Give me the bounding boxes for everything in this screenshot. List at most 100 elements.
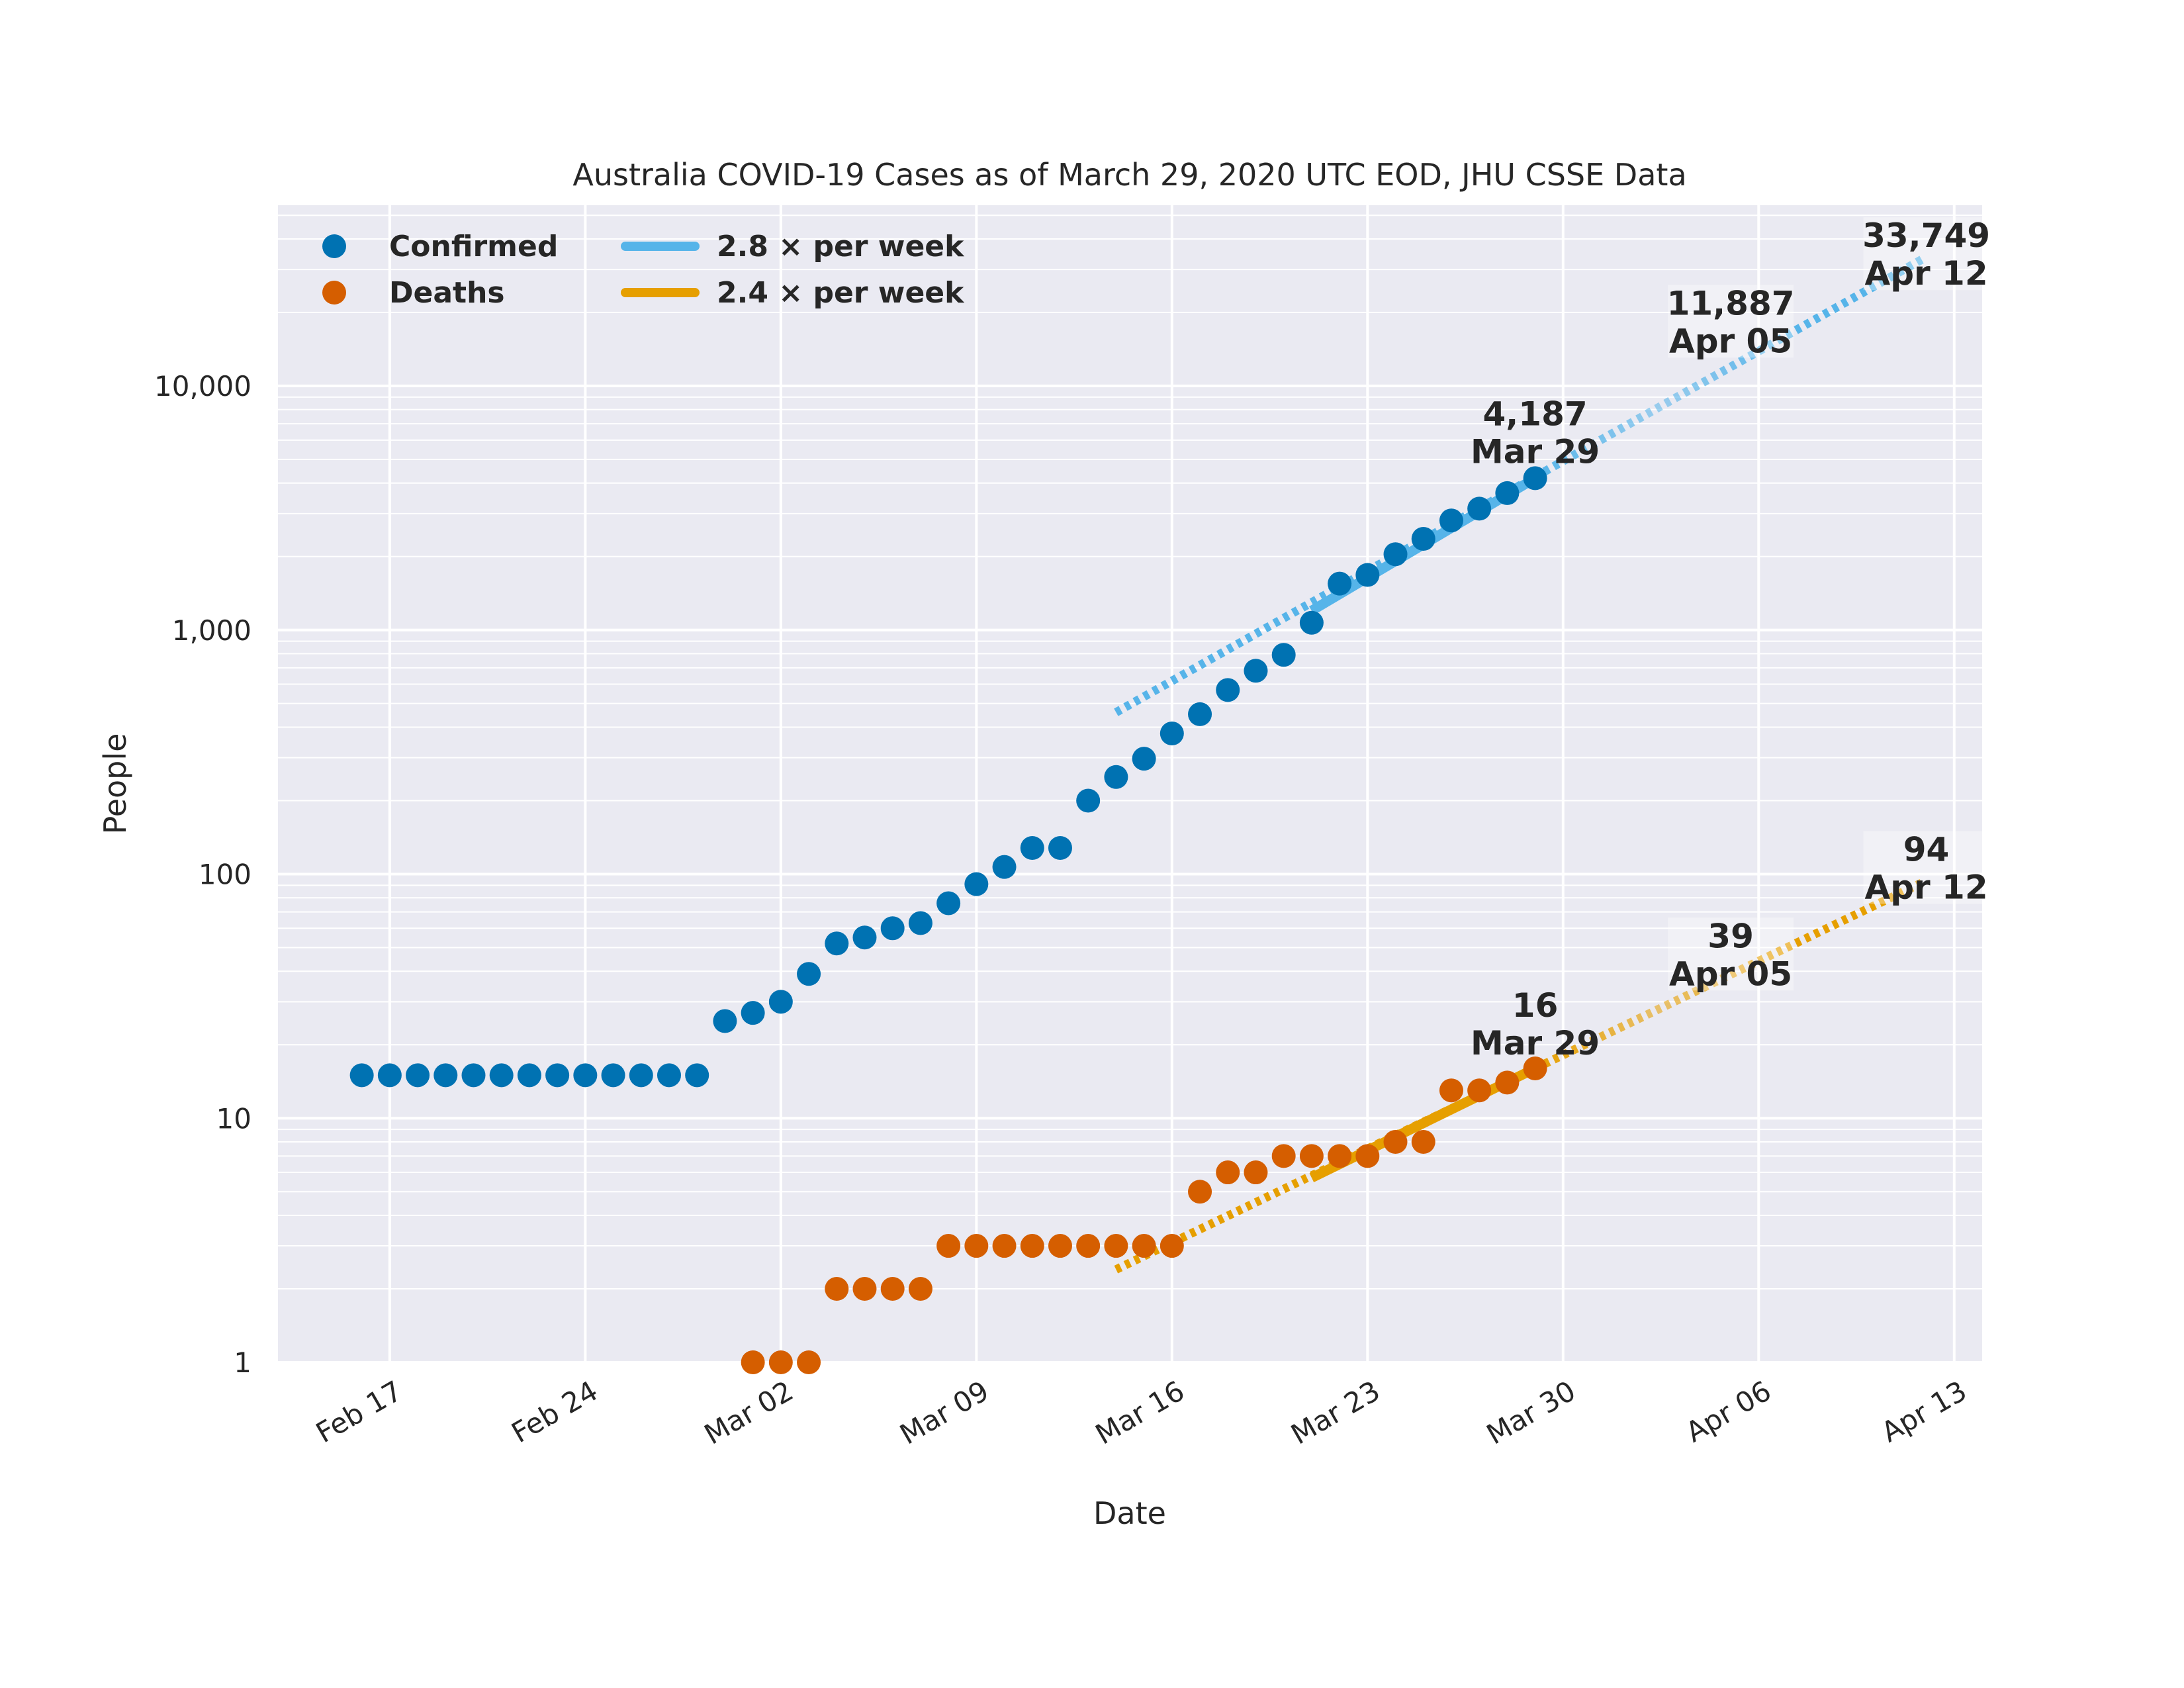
deaths-point bbox=[1188, 1180, 1212, 1204]
projection-dash bbox=[1701, 982, 1709, 992]
deaths-point bbox=[1020, 1234, 1044, 1258]
deaths-point bbox=[1439, 1078, 1463, 1103]
x-tick-label: Mar 23 bbox=[1285, 1374, 1385, 1450]
confirmed-point bbox=[489, 1063, 514, 1088]
projection-dash bbox=[1747, 350, 1756, 361]
confirmed-legend-marker bbox=[322, 234, 346, 258]
chart-title: Australia COVID-19 Cases as of March 29,… bbox=[572, 157, 1686, 193]
projection-dash bbox=[1784, 329, 1794, 340]
annotation-bg bbox=[1863, 831, 1989, 904]
deaths-point bbox=[1216, 1160, 1240, 1185]
projection-dash bbox=[1896, 888, 1905, 898]
projection-dash bbox=[1132, 695, 1142, 706]
confirmed-point bbox=[1523, 466, 1547, 491]
projection-dash bbox=[1858, 287, 1868, 298]
data-points bbox=[349, 466, 1547, 1374]
projection-dash bbox=[1737, 355, 1747, 366]
fit-legend-label: 2.4 × per week bbox=[717, 276, 965, 310]
projection-dash bbox=[1635, 412, 1645, 423]
projection-dash bbox=[1878, 896, 1887, 908]
projection-dash bbox=[1840, 297, 1850, 308]
projection-dash bbox=[1151, 684, 1160, 696]
projection-dash bbox=[1188, 664, 1198, 675]
projection-dash bbox=[1719, 365, 1729, 376]
confirmed-point bbox=[1411, 526, 1435, 551]
projection-dash bbox=[1915, 256, 1924, 266]
projection-dash bbox=[1868, 901, 1877, 912]
confirmed-point bbox=[545, 1063, 570, 1088]
projection-dash bbox=[1375, 559, 1384, 570]
annotation-value: 39 bbox=[1707, 917, 1754, 955]
y-axis-label: People bbox=[97, 733, 133, 835]
confirmed-legend-label: Confirmed bbox=[389, 230, 558, 263]
projection-dash bbox=[1896, 266, 1905, 277]
confirmed-point bbox=[964, 872, 989, 896]
y-tick-label: 1 bbox=[234, 1346, 251, 1379]
projection-dash bbox=[1272, 617, 1281, 628]
projection-dash bbox=[1729, 968, 1737, 979]
annotation-date: Apr 05 bbox=[1669, 322, 1792, 360]
projection-dash bbox=[1691, 381, 1701, 392]
confirmed-point bbox=[433, 1063, 458, 1088]
projection-dash bbox=[1738, 964, 1747, 974]
confirmed-point bbox=[1328, 571, 1352, 596]
confirmed-point bbox=[406, 1063, 430, 1088]
projection-dash bbox=[1588, 439, 1598, 449]
deaths-point bbox=[908, 1276, 933, 1301]
projection-dash bbox=[1561, 1049, 1570, 1059]
projection-dash bbox=[1868, 282, 1878, 293]
confirmed-point bbox=[1271, 643, 1296, 667]
projection-dash bbox=[1318, 590, 1328, 601]
projection-dash bbox=[1598, 434, 1608, 444]
projection-dash bbox=[1728, 360, 1738, 371]
projection-dash bbox=[1635, 1013, 1645, 1023]
projection-dash bbox=[1123, 700, 1132, 711]
confirmed-point bbox=[573, 1063, 598, 1088]
confirmed-point bbox=[601, 1063, 625, 1088]
projection-dash bbox=[1123, 1258, 1132, 1269]
projection-dash bbox=[1235, 1205, 1244, 1215]
legend: Confirmed Deaths 2.8 × per week 2.4 × per w… bbox=[322, 230, 965, 310]
projection-dash bbox=[1300, 601, 1310, 612]
projection-dash bbox=[1272, 1187, 1281, 1197]
x-tick-label: Mar 30 bbox=[1481, 1374, 1581, 1450]
x-tick-label: Mar 16 bbox=[1090, 1374, 1190, 1450]
projection-dash bbox=[1794, 937, 1803, 947]
projection-dash bbox=[1803, 932, 1812, 943]
projection-dash bbox=[1169, 675, 1179, 685]
confirmed-point bbox=[713, 1009, 737, 1033]
confirmed-point bbox=[349, 1063, 374, 1088]
projection-dash bbox=[1784, 941, 1794, 952]
deaths-legend-label: Deaths bbox=[389, 276, 505, 310]
projection-dash bbox=[1189, 1227, 1197, 1238]
projection-dash bbox=[1626, 1017, 1635, 1028]
projection-dash bbox=[1561, 454, 1570, 465]
deaths-legend-marker bbox=[322, 281, 346, 305]
projection-dash bbox=[1608, 1026, 1617, 1037]
projection-dash bbox=[1226, 643, 1235, 653]
confirmed-point bbox=[1495, 481, 1520, 505]
deaths-point bbox=[1495, 1070, 1520, 1095]
projection-dash bbox=[1226, 1209, 1235, 1220]
confirmed-point bbox=[1439, 508, 1463, 533]
fit-legend-label: 2.8 × per week bbox=[717, 230, 965, 263]
y-tick-label: 100 bbox=[199, 859, 251, 891]
confirmed-point bbox=[1076, 788, 1101, 813]
projection-dash bbox=[1216, 1214, 1226, 1225]
confirmed-point bbox=[1467, 496, 1492, 521]
deaths-point bbox=[936, 1234, 961, 1258]
projection-dash bbox=[1580, 1039, 1588, 1051]
projection-dash bbox=[1551, 1053, 1561, 1064]
y-tick-label: 10,000 bbox=[154, 370, 251, 402]
projection-dash bbox=[1775, 334, 1784, 345]
projection-dash bbox=[1700, 376, 1710, 387]
deaths-point bbox=[1048, 1234, 1072, 1258]
projection-dash bbox=[1542, 465, 1551, 476]
y-tick-label: 10 bbox=[216, 1102, 251, 1135]
deaths-point bbox=[992, 1234, 1017, 1258]
confirmed-point bbox=[1132, 747, 1156, 771]
deaths-point bbox=[964, 1234, 989, 1258]
projection-dash bbox=[1849, 292, 1859, 303]
projection-dash bbox=[1850, 910, 1858, 921]
y-tick-label: 1,000 bbox=[172, 614, 251, 647]
